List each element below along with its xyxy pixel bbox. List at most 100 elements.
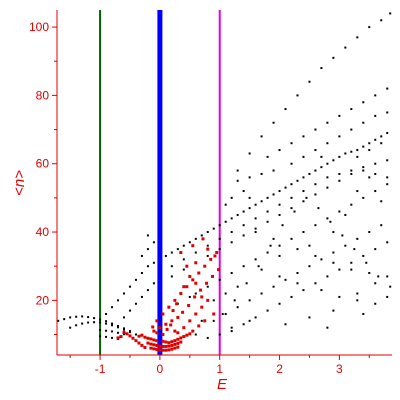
- black-point: [236, 179, 239, 182]
- black-point: [350, 172, 353, 175]
- black-point: [146, 289, 149, 292]
- x-tick-label: 1: [216, 362, 223, 376]
- data-points: [57, 12, 392, 352]
- black-point: [302, 155, 305, 158]
- black-point: [206, 231, 209, 234]
- black-point: [293, 210, 296, 213]
- black-point: [284, 108, 287, 111]
- black-point: [380, 200, 383, 203]
- black-point: [248, 207, 251, 210]
- black-point: [164, 254, 167, 257]
- black-point: [386, 131, 389, 134]
- red-point: [164, 344, 168, 348]
- black-point: [290, 196, 293, 199]
- red-point: [201, 237, 205, 241]
- black-point: [254, 227, 257, 230]
- black-point: [266, 309, 269, 312]
- red-point: [176, 345, 180, 349]
- black-point: [266, 210, 269, 213]
- red-point: [151, 325, 155, 329]
- black-point: [362, 145, 365, 148]
- black-point: [117, 324, 120, 327]
- red-point: [212, 312, 216, 316]
- black-point: [374, 138, 377, 141]
- y-tick-label: 60: [36, 157, 50, 171]
- black-point: [326, 121, 329, 124]
- black-point: [93, 321, 96, 324]
- black-point: [140, 272, 143, 275]
- black-point: [332, 251, 335, 254]
- black-point: [278, 302, 281, 305]
- black-point: [374, 282, 377, 285]
- black-point: [206, 336, 209, 339]
- red-point: [187, 303, 191, 307]
- black-point: [128, 285, 131, 288]
- red-point: [179, 292, 183, 296]
- red-point: [131, 336, 135, 340]
- red-point: [173, 298, 177, 302]
- black-point: [224, 292, 227, 295]
- red-point: [155, 339, 159, 343]
- black-point: [389, 12, 392, 15]
- black-point: [290, 162, 293, 165]
- red-point: [152, 338, 156, 342]
- black-point: [236, 169, 239, 172]
- red-point: [152, 329, 156, 333]
- black-point: [374, 94, 377, 97]
- black-point: [224, 220, 227, 223]
- black-point: [365, 261, 368, 264]
- black-point: [278, 254, 281, 257]
- black-point: [260, 268, 263, 271]
- red-point: [176, 315, 180, 319]
- red-point: [176, 337, 180, 341]
- black-point: [305, 196, 308, 199]
- black-point: [386, 87, 389, 90]
- red-point: [200, 305, 204, 309]
- red-point: [167, 341, 171, 345]
- black-point: [386, 111, 389, 114]
- red-point: [188, 332, 192, 336]
- black-point: [302, 200, 305, 203]
- black-point: [230, 326, 233, 329]
- black-point: [152, 282, 155, 285]
- black-point: [278, 190, 281, 193]
- black-point: [374, 172, 377, 175]
- black-point: [254, 316, 257, 319]
- red-point: [155, 348, 159, 352]
- black-point: [374, 162, 377, 165]
- red-point: [176, 341, 180, 345]
- black-point: [212, 227, 215, 230]
- black-point: [200, 319, 203, 322]
- black-point: [117, 299, 120, 302]
- black-point: [344, 152, 347, 155]
- black-point: [344, 46, 347, 49]
- red-point: [155, 319, 159, 323]
- red-point: [185, 333, 189, 337]
- black-point: [332, 231, 335, 234]
- black-point: [236, 306, 239, 309]
- black-point: [81, 322, 84, 325]
- black-point: [69, 326, 72, 329]
- black-point: [218, 278, 221, 281]
- red-point: [169, 323, 173, 327]
- black-point: [278, 213, 281, 216]
- black-point: [105, 320, 108, 323]
- red-point: [188, 274, 192, 278]
- black-point: [236, 285, 239, 288]
- red-point: [149, 346, 153, 350]
- black-point: [266, 220, 269, 223]
- black-point: [380, 224, 383, 227]
- black-point: [152, 241, 155, 244]
- red-point: [179, 340, 183, 344]
- black-point: [320, 289, 323, 292]
- red-point: [193, 295, 197, 299]
- black-point: [117, 331, 120, 334]
- black-point: [230, 217, 233, 220]
- red-point: [137, 334, 141, 338]
- black-point: [224, 313, 227, 316]
- black-point: [117, 326, 120, 329]
- black-point: [332, 309, 335, 312]
- black-point: [128, 331, 131, 334]
- black-point: [188, 295, 191, 298]
